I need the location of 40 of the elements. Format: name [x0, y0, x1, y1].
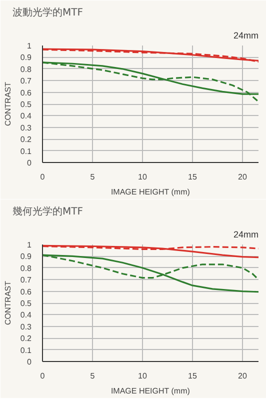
x-tick-label: 15 — [188, 372, 198, 380]
y-tick-label: 0.6 — [20, 287, 32, 296]
chart-subtitle: 24mm — [233, 30, 259, 40]
y-tick-label: 0 — [27, 158, 32, 168]
chart-title: 幾何光学的MTF — [12, 206, 84, 218]
y-axis-title: CONTRAST — [3, 280, 12, 325]
y-tick-label: 0.3 — [20, 123, 32, 132]
y-tick-label: 0.7 — [20, 76, 32, 86]
y-tick-label: 0 — [27, 358, 32, 366]
y-tick-label: 0.9 — [20, 53, 32, 62]
y-tick-label: 0.4 — [20, 310, 32, 320]
y-tick-label: 0.6 — [20, 88, 32, 98]
y-tick-label: 1 — [27, 42, 32, 50]
y-tick-label: 0.1 — [20, 146, 32, 156]
y-axis-title: CONTRAST — [3, 82, 12, 126]
y-tick-label: 0.1 — [20, 346, 32, 355]
x-tick-label: 20 — [238, 372, 248, 380]
x-tick-label: 5 — [90, 372, 96, 380]
x-tick-label: 10 — [138, 372, 148, 380]
x-tick-label: 5 — [90, 172, 96, 182]
y-tick-label: 0.7 — [20, 276, 32, 285]
y-tick-label: 0.4 — [20, 112, 32, 121]
x-tick-label: 10 — [138, 172, 148, 182]
y-tick-label: 0.5 — [20, 100, 32, 109]
y-tick-label: 0.9 — [20, 252, 32, 262]
chart-subtitle: 24mm — [233, 230, 259, 240]
x-tick-label: 20 — [238, 172, 248, 182]
y-tick-label: 0.5 — [20, 299, 32, 308]
y-tick-label: 1 — [27, 240, 32, 250]
y-tick-label: 0.2 — [20, 334, 32, 344]
x-tick-label: 15 — [188, 172, 198, 182]
y-tick-label: 0.8 — [20, 264, 32, 273]
x-axis-title: IMAGE HEIGHT (mm) — [110, 386, 190, 396]
x-tick-label: 0 — [40, 372, 46, 380]
y-tick-label: 0.2 — [20, 135, 32, 144]
x-axis-title: IMAGE HEIGHT (mm) — [110, 188, 190, 196]
y-tick-label: 0.8 — [20, 64, 32, 74]
y-tick-label: 0.3 — [20, 322, 32, 332]
x-tick-label: 0 — [40, 172, 46, 182]
chart-title: 波動光学的MTF — [12, 6, 84, 18]
